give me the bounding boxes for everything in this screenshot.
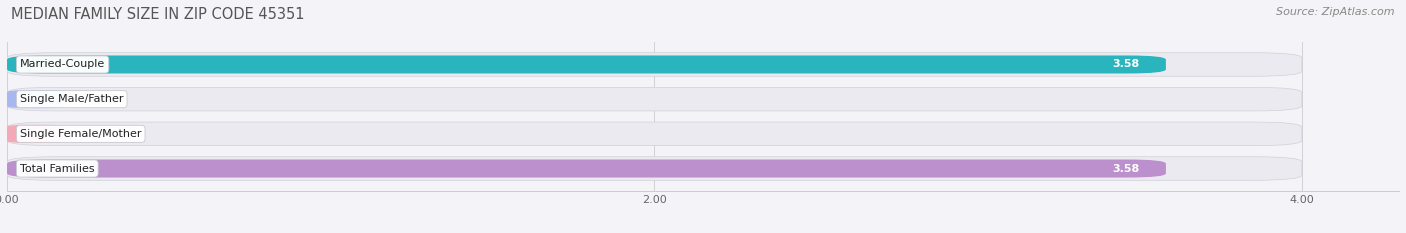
Text: Married-Couple: Married-Couple <box>20 59 105 69</box>
Text: MEDIAN FAMILY SIZE IN ZIP CODE 45351: MEDIAN FAMILY SIZE IN ZIP CODE 45351 <box>11 7 305 22</box>
FancyBboxPatch shape <box>7 160 1166 178</box>
FancyBboxPatch shape <box>7 90 65 108</box>
Text: Single Male/Father: Single Male/Father <box>20 94 124 104</box>
FancyBboxPatch shape <box>7 125 65 143</box>
Text: Single Female/Mother: Single Female/Mother <box>20 129 142 139</box>
FancyBboxPatch shape <box>7 87 1302 111</box>
Text: Source: ZipAtlas.com: Source: ZipAtlas.com <box>1277 7 1395 17</box>
FancyBboxPatch shape <box>7 122 1302 146</box>
FancyBboxPatch shape <box>7 53 1302 76</box>
Text: Total Families: Total Families <box>20 164 94 174</box>
Text: 0.00: 0.00 <box>91 94 118 104</box>
Text: 0.00: 0.00 <box>91 129 118 139</box>
FancyBboxPatch shape <box>7 55 1166 73</box>
Text: 3.58: 3.58 <box>1112 59 1140 69</box>
Text: 3.58: 3.58 <box>1112 164 1140 174</box>
FancyBboxPatch shape <box>7 157 1302 180</box>
